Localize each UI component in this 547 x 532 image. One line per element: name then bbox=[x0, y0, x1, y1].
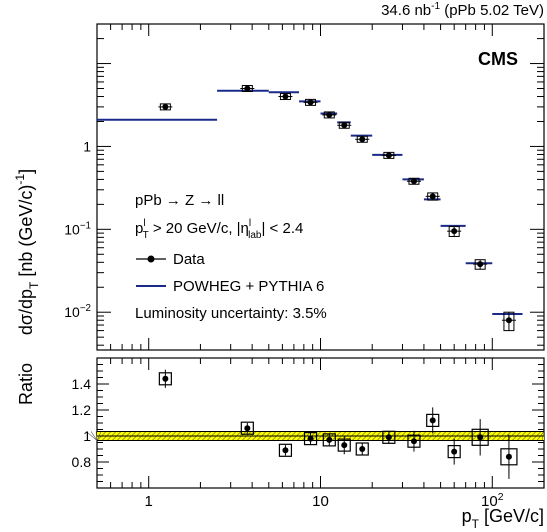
ratio-point bbox=[282, 447, 289, 454]
data-point bbox=[359, 136, 366, 143]
band-hatch bbox=[90, 431, 98, 441]
data-point bbox=[410, 178, 417, 185]
ratio-syst-box bbox=[471, 428, 489, 446]
x-tick-label: 102 bbox=[481, 491, 504, 510]
data-point bbox=[244, 85, 251, 92]
ratio-point bbox=[244, 425, 251, 432]
ratio-point bbox=[341, 442, 348, 449]
ratio-syst-box bbox=[447, 445, 461, 459]
y-tick-label-main-exp: −2 bbox=[80, 303, 91, 314]
legend-process: pPb → Z → ll bbox=[135, 192, 224, 209]
y-axis-title-main: dσ/dpT [nb (GeV/c)-1] bbox=[13, 169, 41, 335]
cut-eta-text: | < 2.4 bbox=[261, 220, 303, 237]
cut-pt-p: p bbox=[135, 220, 143, 237]
ratio-point bbox=[307, 435, 314, 442]
data-syst-box bbox=[503, 311, 515, 332]
legend-lumi-uncertainty: Luminosity uncertainty: 3.5% bbox=[135, 305, 327, 322]
y-tick-label-main-exp: −1 bbox=[80, 220, 91, 231]
lumi-tail: (pPb 5.02 TeV) bbox=[440, 2, 544, 19]
y-tick-label-main-base: 10 bbox=[64, 221, 80, 237]
ylabel-main-sub: T bbox=[27, 281, 41, 289]
ratio-point bbox=[162, 375, 169, 382]
cut-eta-sub: lab bbox=[248, 230, 262, 241]
ylabel-main-unit: [nb (GeV/c) bbox=[16, 185, 36, 282]
ratio-point bbox=[477, 434, 484, 441]
lumi-exponent: -1 bbox=[431, 1, 440, 12]
axis-ticks bbox=[96, 23, 545, 489]
x-tick-label-exp: 2 bbox=[498, 491, 504, 503]
ratio-syst-box bbox=[278, 443, 293, 457]
data-point bbox=[307, 99, 314, 106]
cut-pt-sup: l bbox=[143, 218, 145, 229]
main-panel-frame bbox=[96, 23, 545, 351]
legend-data-label: Data bbox=[173, 251, 205, 268]
data-syst-box bbox=[427, 192, 439, 201]
ratio-point bbox=[359, 446, 366, 452]
data-point bbox=[282, 93, 289, 100]
legend-data-marker bbox=[147, 255, 155, 263]
legend-cuts: pl T > 20 GeV/c, |ηl lab| < 2.4 bbox=[135, 218, 303, 241]
ratio-point bbox=[451, 448, 458, 455]
y-tick-label-main: 10−1 bbox=[64, 220, 91, 237]
data-point bbox=[162, 103, 169, 110]
cut-pt-text: > 20 GeV/c, |η bbox=[149, 220, 249, 237]
y-tick-label-ratio: 1.2 bbox=[72, 402, 92, 418]
data-points bbox=[158, 84, 516, 332]
ratio-syst-box bbox=[355, 442, 369, 456]
ratio-point bbox=[385, 434, 392, 441]
y-tick-label-main: 1 bbox=[83, 138, 91, 154]
y-tick-label-main-base: 10 bbox=[64, 304, 80, 320]
ylabel-main-close: ] bbox=[16, 169, 36, 174]
data-point bbox=[385, 152, 392, 159]
data-point bbox=[451, 228, 458, 235]
data-point bbox=[477, 261, 484, 268]
legend-mc-label: POWHEG + PYTHIA 6 bbox=[173, 278, 324, 295]
ratio-points bbox=[158, 369, 518, 479]
ratio-point bbox=[410, 438, 417, 445]
ratio-syst-box bbox=[240, 421, 254, 435]
band-hatch bbox=[85, 431, 98, 441]
xlabel-sub: T bbox=[472, 517, 480, 531]
data-point bbox=[429, 193, 436, 200]
ylabel-main-text: dσ/dp bbox=[16, 289, 36, 335]
ratio-point bbox=[326, 436, 333, 443]
x-tick-label: 10 bbox=[312, 493, 329, 510]
ylabel-main-exp: -1 bbox=[13, 174, 27, 185]
ratio-syst-box bbox=[426, 413, 440, 427]
ratio-point bbox=[505, 453, 512, 460]
cut-pt-sub: T bbox=[143, 230, 149, 241]
ratio-syst-box bbox=[158, 372, 172, 386]
ratio-syst-box bbox=[500, 448, 518, 466]
ratio-syst-box bbox=[337, 438, 351, 452]
ratio-syst-box bbox=[303, 432, 318, 446]
xlabel-unit: [GeV/c] bbox=[479, 506, 544, 526]
data-point bbox=[326, 111, 333, 118]
lumi-base: 34.6 nb bbox=[381, 2, 431, 19]
data-point bbox=[341, 122, 348, 129]
ratio-point bbox=[429, 417, 436, 424]
x-tick-label: 1 bbox=[145, 493, 153, 510]
y-axis-title-ratio: Ratio bbox=[16, 363, 36, 405]
xlabel-p: p bbox=[462, 506, 472, 526]
cut-eta-sup: l bbox=[249, 218, 251, 229]
ratio-syst-box bbox=[322, 433, 336, 447]
legend: pPb → Z → ll pl T > 20 GeV/c, |ηl lab| < 2… bbox=[135, 192, 327, 322]
x-axis-title: pT [GeV/c] bbox=[462, 506, 544, 531]
data-point bbox=[505, 317, 512, 324]
ratio-syst-box bbox=[407, 434, 421, 448]
ratio-syst-box bbox=[382, 430, 396, 444]
y-tick-label-main: 10−2 bbox=[64, 303, 91, 320]
y-tick-label-ratio: 1 bbox=[83, 428, 91, 444]
ratio-uncertainty-band bbox=[85, 430, 545, 442]
y-tick-label-ratio: 0.8 bbox=[72, 454, 92, 470]
band-hatch bbox=[95, 431, 98, 441]
y-tick-label-ratio: 1.4 bbox=[72, 376, 92, 392]
luminosity-header: 34.6 nb-1 (pPb 5.02 TeV) bbox=[381, 1, 544, 19]
data-syst-box bbox=[448, 226, 460, 237]
experiment-label: CMS bbox=[478, 49, 518, 69]
x-tick-label-base: 10 bbox=[481, 493, 498, 510]
data-syst-box bbox=[474, 259, 486, 270]
